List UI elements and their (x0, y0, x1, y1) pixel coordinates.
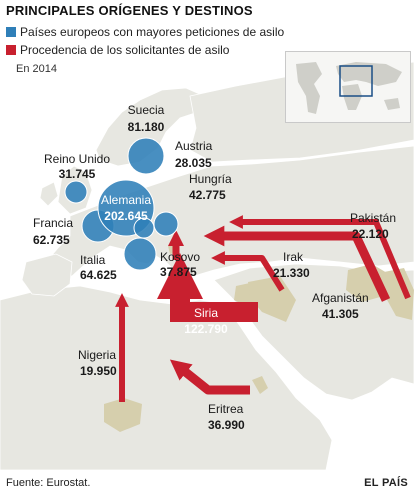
label-afganistan-name: Afganistán (312, 291, 369, 305)
inset-focus-box (339, 65, 373, 97)
legend-origins-label: Procedencia de los solicitantes de asilo (20, 43, 230, 57)
label-reino-unido-value: 31.745 (58, 167, 96, 181)
inset-americas (296, 62, 322, 114)
map-title: PRINCIPALES ORÍGENES Y DESTINOS (6, 3, 253, 18)
arrow-eritrea-flow (169, 359, 250, 395)
arrow-irak-flow (211, 251, 285, 292)
red-square-icon (6, 45, 16, 55)
origin-countries (104, 244, 414, 432)
iraq-region (248, 276, 296, 322)
year-label: En 2014 (16, 63, 57, 75)
label-kosovo-value: 37.875 (160, 265, 197, 279)
inset-svg (296, 62, 402, 114)
blue-square-icon (6, 27, 16, 37)
label-afganistan-value: 41.305 (322, 307, 359, 321)
inset-africa (342, 84, 362, 110)
label-siria-value: 122.790 (184, 322, 228, 336)
nigeria-region (104, 398, 142, 432)
legend-origins: Procedencia de los solicitantes de asilo (6, 43, 229, 57)
bubble-hungria (153, 211, 179, 237)
bubble-reino-unido (64, 180, 88, 204)
arrow-afghanistan-flow (203, 225, 391, 302)
arrow-pakistan-flow (229, 215, 411, 300)
arrow-siria-flow (157, 253, 258, 322)
eritrea-region (252, 376, 268, 394)
label-italia-name: Italia (80, 253, 106, 267)
bubble-suecia (127, 137, 165, 175)
label-eritrea-value: 36.990 (208, 418, 245, 432)
label-austria-name: Austria (175, 139, 213, 153)
label-francia-value: 62.735 (33, 233, 70, 247)
inset-eurasia (336, 62, 402, 86)
label-alemania-value: 202.645 (104, 209, 148, 223)
bubble-italia (123, 237, 157, 271)
label-suecia-name: Suecia (127, 103, 165, 117)
label-hungria-name: Hungría (189, 172, 232, 186)
world-locator-map-icon (285, 51, 411, 123)
label-nigeria-value: 19.950 (80, 364, 117, 378)
ireland-land (39, 181, 59, 207)
label-austria-value: 28.035 (175, 156, 212, 170)
label-kosovo-name: Kosovo (160, 250, 201, 264)
brand-footer: EL PAÍS (364, 477, 408, 489)
flow-arrows (115, 215, 411, 402)
source-footer: Fuente: Eurostat. (6, 477, 91, 489)
label-pakistan-name: Pakistán (350, 211, 397, 225)
label-irak-name: Irak (283, 250, 304, 264)
label-suecia-value: 81.180 (127, 120, 165, 134)
label-francia-name: Francia (33, 216, 74, 230)
africa-land (0, 285, 333, 471)
legend-destinations-label: Países europeos con mayores peticiones d… (20, 25, 285, 39)
label-irak-value: 21.330 (273, 266, 310, 280)
label-alemania-name: Alemania (100, 193, 152, 207)
label-siria-name: Siria (193, 306, 219, 320)
label-italia-value: 64.625 (80, 268, 117, 282)
pakistan-region (384, 268, 414, 320)
label-nigeria-name: Nigeria (78, 348, 117, 362)
inset-oceania (384, 98, 400, 110)
label-hungria-value: 42.775 (189, 188, 226, 202)
label-reino-unido-name: Reino Unido (43, 152, 111, 166)
destination-bubbles (64, 137, 179, 271)
label-pakistan-value: 22.120 (352, 227, 389, 241)
label-eritrea-name: Eritrea (208, 402, 244, 416)
legend-destinations: Países europeos con mayores peticiones d… (6, 25, 284, 39)
iberia-land (21, 253, 73, 297)
